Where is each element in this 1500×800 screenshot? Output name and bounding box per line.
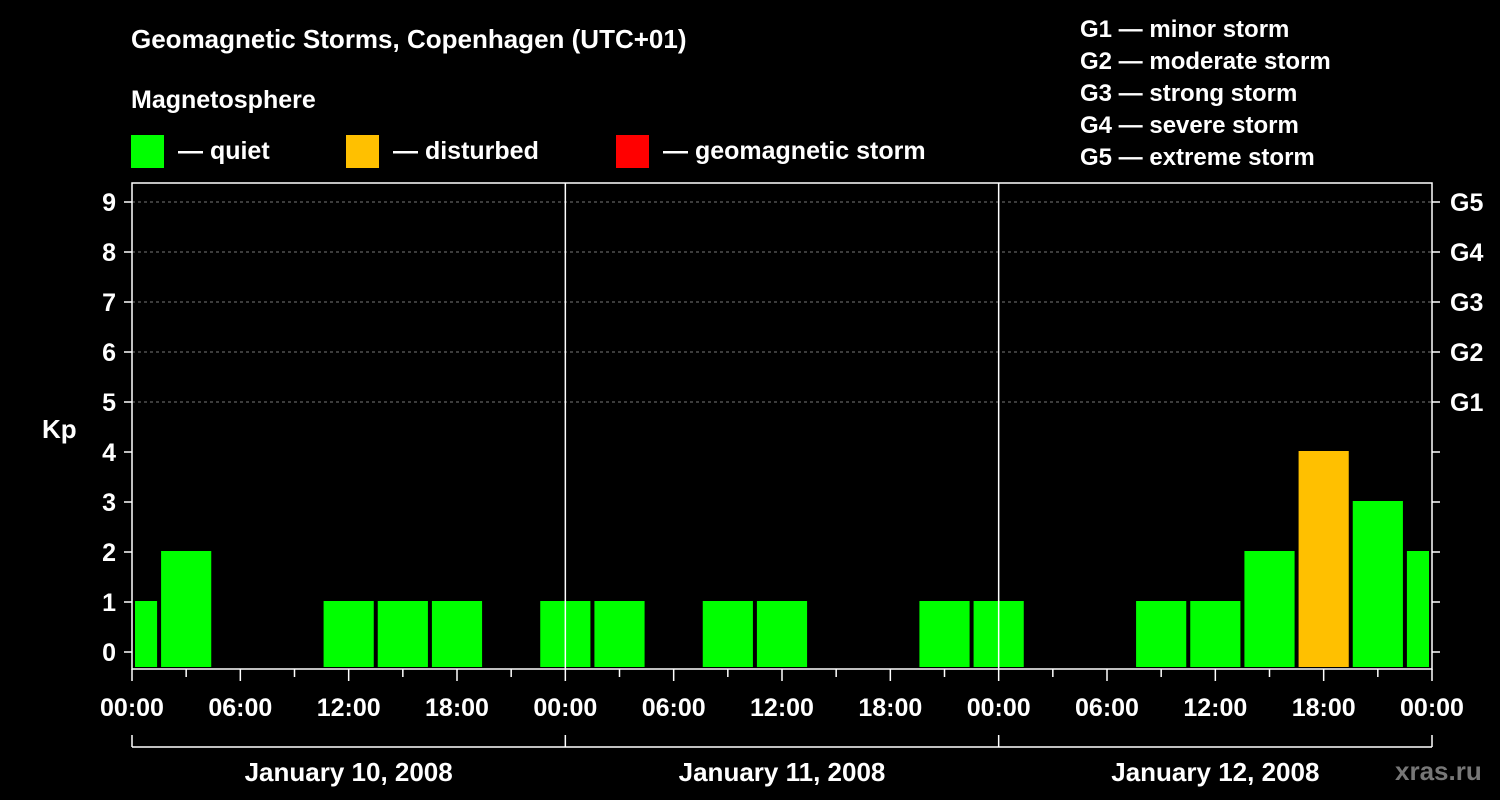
y-axis-label: Kp (42, 414, 77, 444)
storm-scale-g1: G1 — minor storm (1080, 16, 1290, 43)
x-tick-label: 12:00 (750, 694, 814, 722)
bar (1298, 451, 1349, 667)
date-label: January 11, 2008 (679, 757, 886, 787)
legend-label-quiet: — quiet (178, 136, 270, 165)
date-label: January 12, 2008 (1111, 757, 1319, 787)
x-tick-label: 06:00 (208, 694, 272, 722)
x-tick-label: 00:00 (100, 694, 164, 722)
bar (919, 601, 970, 667)
bar (1352, 501, 1403, 667)
bar (135, 601, 158, 667)
magnetosphere-title: Magnetosphere (131, 86, 316, 114)
date-label: January 10, 2008 (245, 757, 453, 787)
right-axis-label: G4 (1450, 239, 1483, 267)
legend-label-disturbed: — disturbed (393, 136, 539, 165)
x-tick-label: 12:00 (317, 694, 381, 722)
storm-scale-legend: G1 — minor storm G2 — moderate storm G3 … (1080, 14, 1331, 174)
legend-item-disturbed: — disturbed (346, 134, 539, 168)
watermark: xras.ru (1395, 756, 1482, 786)
x-tick-label: 18:00 (858, 694, 922, 722)
storm-scale-g3: G3 — strong storm (1080, 80, 1298, 107)
legend-item-quiet: — quiet (131, 134, 270, 168)
y-tick-label: 8 (102, 239, 116, 267)
chart-title: Geomagnetic Storms, Copenhagen (UTC+01) (131, 24, 687, 54)
bar (377, 601, 428, 667)
y-tick-label: 9 (102, 189, 116, 217)
bar (1190, 601, 1241, 667)
legend-label-storm: — geomagnetic storm (663, 136, 926, 165)
y-tick-label: 2 (102, 539, 116, 567)
x-tick-label: 06:00 (1075, 694, 1139, 722)
x-tick-label: 00:00 (533, 694, 597, 722)
storm-scale-g5: G5 — extreme storm (1080, 144, 1315, 171)
y-tick-label: 3 (102, 489, 116, 517)
x-tick-label: 00:00 (1400, 694, 1464, 722)
x-tick-label: 18:00 (1292, 694, 1356, 722)
legend-item-storm: — geomagnetic storm (616, 134, 926, 168)
bar (431, 601, 483, 667)
x-tick-label: 00:00 (967, 694, 1031, 722)
bar (323, 601, 374, 667)
storm-scale-g4: G4 — severe storm (1080, 112, 1299, 139)
right-axis-label: G2 (1450, 339, 1483, 367)
plot-frame (131, 182, 1433, 670)
y-tick-label: 4 (102, 439, 116, 467)
y-tick-label: 6 (102, 339, 116, 367)
bar (594, 601, 645, 667)
legend-swatch-quiet (131, 134, 164, 168)
right-axis-label: G1 (1450, 389, 1483, 417)
legend-swatch-disturbed (346, 134, 379, 168)
bar (161, 551, 212, 667)
x-tick-label: 06:00 (642, 694, 706, 722)
x-tick-label: 12:00 (1183, 694, 1247, 722)
storm-scale-g2: G2 — moderate storm (1080, 48, 1331, 75)
bar (756, 601, 808, 667)
y-tick-label: 5 (102, 389, 116, 417)
bar (1244, 551, 1295, 667)
bar (1136, 601, 1187, 667)
right-axis-label: G5 (1450, 189, 1483, 217)
y-tick-label: 1 (102, 589, 116, 617)
y-tick-label: 7 (102, 289, 116, 317)
bar (1406, 551, 1429, 667)
legend-swatch-storm (616, 134, 649, 168)
x-tick-label: 18:00 (425, 694, 489, 722)
bar (702, 601, 753, 667)
y-tick-label: 0 (102, 639, 116, 667)
right-axis-label: G3 (1450, 289, 1483, 317)
